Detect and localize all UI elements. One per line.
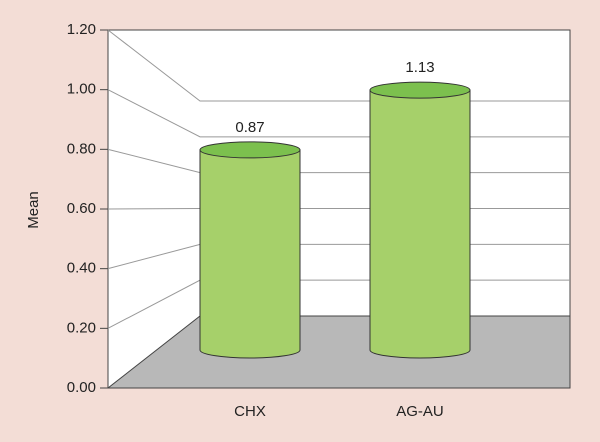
bar bbox=[369, 89, 471, 359]
bar-top bbox=[369, 81, 471, 99]
y-tick-label: 0.80 bbox=[67, 140, 96, 157]
data-label: 1.13 bbox=[405, 59, 434, 76]
grid-line bbox=[107, 208, 570, 210]
x-tick-label: AG-AU bbox=[396, 403, 444, 420]
y-tick-label: 0.20 bbox=[67, 319, 96, 336]
y-tick-label: 0.60 bbox=[67, 200, 96, 217]
y-tick-label: 0.00 bbox=[67, 379, 96, 396]
y-tick-label: 0.40 bbox=[67, 260, 96, 277]
y-tick-label: 1.20 bbox=[67, 21, 96, 38]
bar bbox=[199, 149, 301, 359]
data-label: 0.87 bbox=[235, 119, 264, 136]
x-tick-label: CHX bbox=[234, 403, 266, 420]
y-tick-label: 1.00 bbox=[67, 81, 96, 98]
y-axis-label: Mean bbox=[25, 191, 42, 229]
bar-top bbox=[199, 141, 301, 159]
